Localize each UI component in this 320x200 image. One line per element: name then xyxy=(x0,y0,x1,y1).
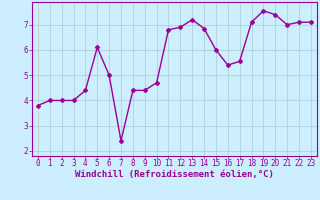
X-axis label: Windchill (Refroidissement éolien,°C): Windchill (Refroidissement éolien,°C) xyxy=(75,170,274,179)
